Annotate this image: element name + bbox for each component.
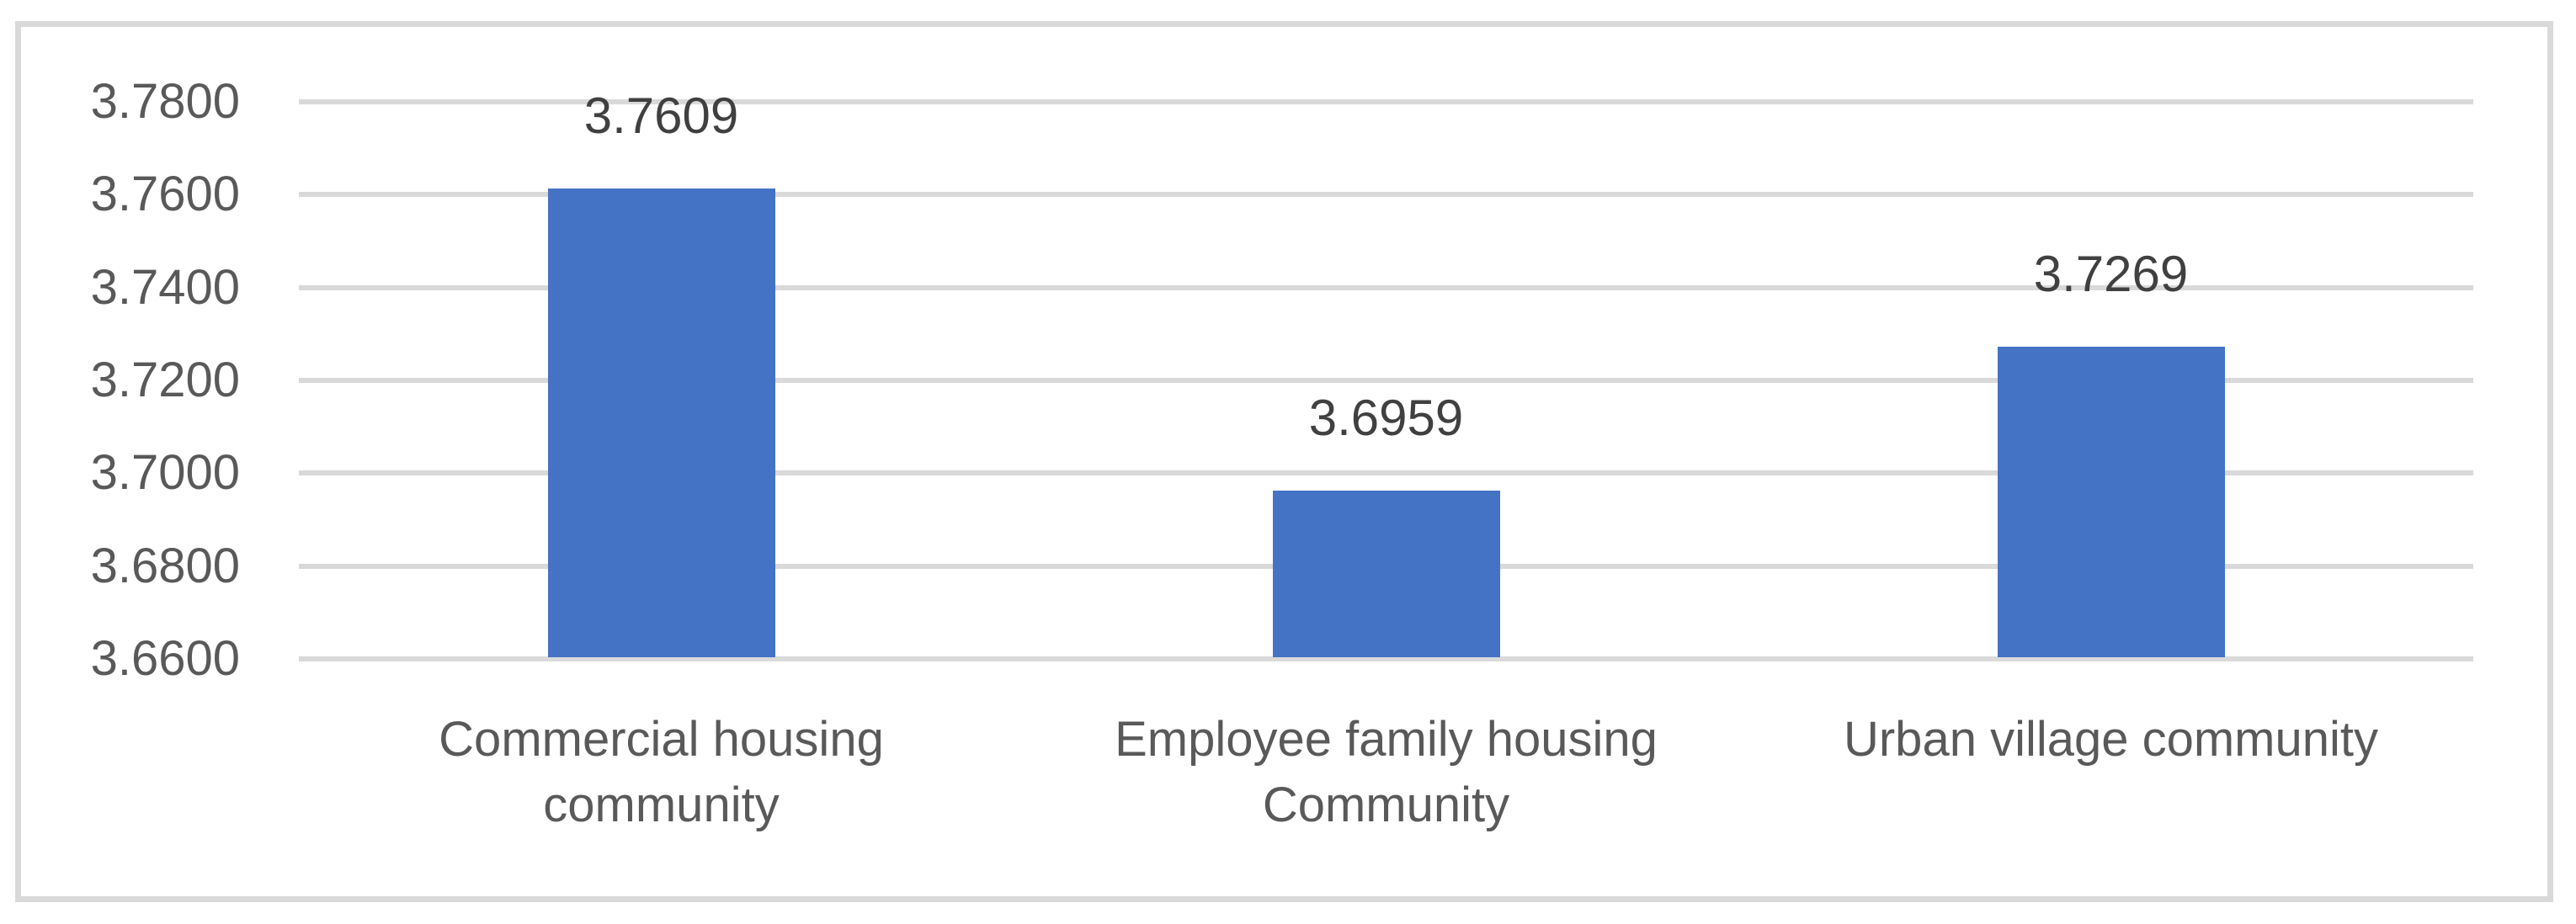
category-label: Urban village community	[1741, 707, 2482, 773]
gridline	[299, 656, 2473, 661]
category-label-line: Commercial housing	[439, 712, 884, 767]
y-axis-tick-label: 3.7000	[90, 445, 240, 501]
bar	[1997, 347, 2225, 657]
category-label-line: Urban village community	[1843, 712, 2379, 767]
category-label: Employee family housing Community	[1016, 707, 1757, 838]
category-label: Commercial housing community	[291, 707, 1032, 838]
y-axis-tick-label: 3.6600	[90, 631, 240, 686]
gridline	[299, 99, 2473, 104]
bar	[547, 189, 775, 657]
y-axis-tick-label: 3.7600	[90, 167, 240, 222]
y-axis-tick-label: 3.7200	[90, 353, 240, 407]
gridline	[299, 378, 2473, 383]
bar-value-label: 3.7269	[2033, 246, 2189, 302]
bar-value-label: 3.7609	[583, 88, 739, 144]
category-label-line: Community	[1262, 778, 1510, 832]
y-axis-tick-label: 3.7400	[90, 259, 240, 315]
bar-value-label: 3.6959	[1308, 390, 1464, 446]
y-axis-tick-label: 3.6800	[90, 538, 240, 593]
bar	[1272, 491, 1500, 657]
category-label-line: Employee family housing	[1115, 712, 1658, 767]
gridline	[299, 284, 2473, 290]
gridline	[299, 192, 2473, 198]
category-label-line: community	[543, 778, 780, 832]
gridline	[299, 470, 2473, 476]
y-axis-tick-label: 3.7800	[90, 74, 240, 129]
